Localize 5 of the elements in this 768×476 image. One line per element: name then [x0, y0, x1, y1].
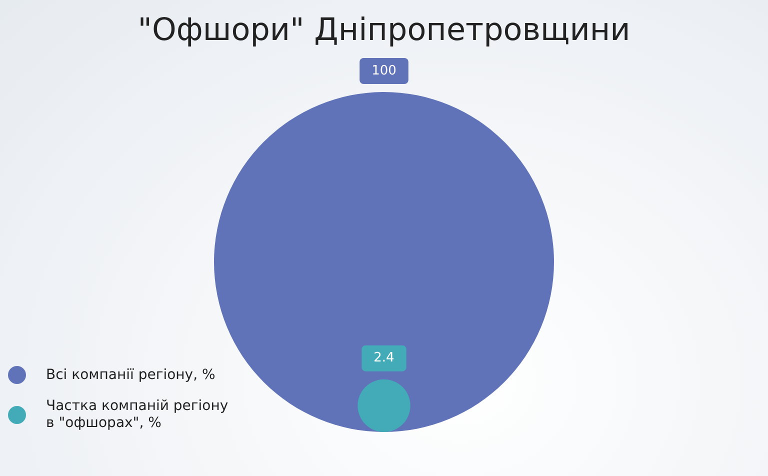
text: "Офшори" Дніпропетровщини	[136, 12, 632, 48]
category-label: Частка компаній регіону в "офшорах", %	[46, 398, 230, 432]
category-label: Всі компанії регіону, %	[46, 366, 216, 384]
data-label: 100	[372, 63, 396, 78]
data-label: 2.4	[374, 350, 394, 366]
